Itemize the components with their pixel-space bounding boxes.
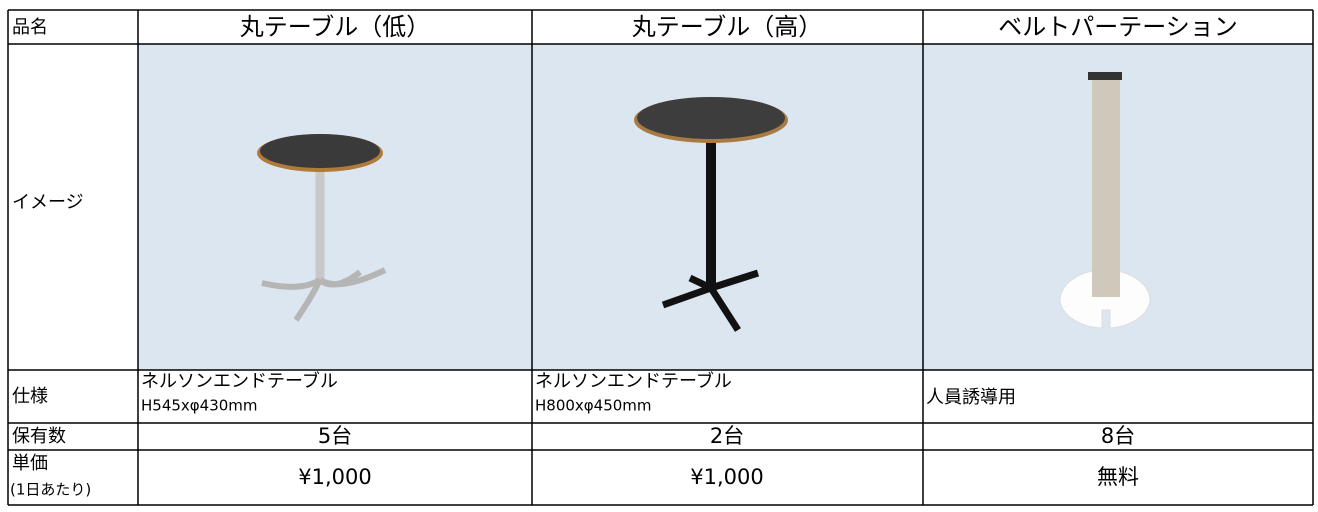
row-label-note: (1日あたり)	[10, 481, 91, 499]
low-table-image	[257, 134, 387, 322]
row-label: 仕様	[12, 386, 48, 407]
stock-value: 2台	[710, 424, 744, 448]
price-value: 無料	[1097, 465, 1139, 489]
price-value: ¥1,000	[690, 465, 763, 489]
stock-value: 8台	[1101, 424, 1135, 448]
spec-size: H800xφ450mm	[535, 397, 652, 415]
stock-value: 5台	[318, 424, 352, 448]
header-label: 品名	[12, 17, 48, 38]
high-table-image	[634, 97, 788, 332]
row-label: 単価	[12, 453, 48, 474]
row-label: 保有数	[12, 426, 66, 447]
column-header: 丸テーブル（高）	[632, 13, 823, 41]
row-label: イメージ	[12, 192, 84, 213]
image-cell	[138, 44, 532, 370]
spec-size: H545xφ430mm	[141, 397, 258, 415]
spec-name: 人員誘導用	[926, 387, 1016, 408]
spec-name: ネルソンエンドテーブル	[535, 370, 732, 392]
spec-name: ネルソンエンドテーブル	[141, 370, 338, 392]
image-backgrounds	[138, 44, 1313, 370]
image-cell	[532, 44, 923, 370]
column-header: ベルトパーテーション	[998, 13, 1238, 41]
column-header: 丸テーブル（低）	[240, 13, 431, 41]
grid	[7, 9, 1314, 506]
price-value: ¥1,000	[298, 465, 371, 489]
partition-image	[1059, 72, 1151, 329]
